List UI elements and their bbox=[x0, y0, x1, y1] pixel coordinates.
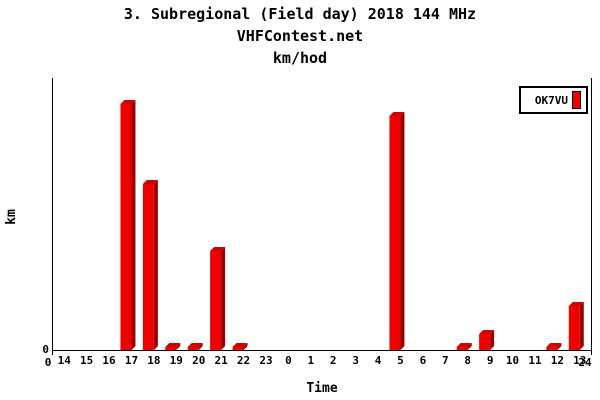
bar-hour-13 bbox=[568, 302, 584, 350]
legend-color-swatch bbox=[572, 91, 581, 109]
x-axis-title: Time bbox=[306, 381, 338, 396]
chart-title: 3. Subregional (Field day) 2018 144 MHz bbox=[123, 5, 477, 23]
bar-hour-18 bbox=[142, 180, 158, 350]
bar-hour-5 bbox=[389, 112, 405, 350]
x-tick-label-12: 12 bbox=[550, 354, 564, 367]
x-tick-label-14: 14 bbox=[57, 354, 71, 367]
bar-hour-8 bbox=[456, 343, 472, 350]
x-tick-label-19: 19 bbox=[169, 354, 183, 367]
x-tick-label-1: 1 bbox=[307, 354, 315, 367]
bar-hour-21 bbox=[210, 247, 226, 350]
x-tick-label-17: 17 bbox=[124, 354, 139, 367]
chart-subtitle-units: km/hod bbox=[272, 49, 328, 67]
x-tick-label-10: 10 bbox=[505, 354, 520, 367]
x-tick-label-18: 18 bbox=[147, 354, 161, 367]
x-axis-line bbox=[52, 350, 592, 351]
x-tick-label-2: 2 bbox=[329, 354, 337, 367]
x-tick-label-22: 22 bbox=[236, 354, 251, 367]
bar-hour-17 bbox=[120, 100, 136, 350]
x-tick-label-4: 4 bbox=[374, 354, 382, 367]
y-axis-line bbox=[52, 78, 53, 355]
bar-hour-12 bbox=[546, 343, 562, 350]
y-axis-zero-tick-label: 0 bbox=[42, 343, 49, 356]
bar-hour-22 bbox=[232, 343, 248, 350]
x-tick-label-6: 6 bbox=[419, 354, 427, 367]
x-tick-label-11: 11 bbox=[528, 354, 542, 367]
x-tick-label-13: 13 bbox=[573, 354, 587, 367]
x-tick-label-7: 7 bbox=[441, 354, 449, 367]
right-border-line bbox=[591, 78, 592, 355]
legend-box: OK7VU bbox=[519, 86, 588, 114]
x-tick-label-21: 21 bbox=[214, 354, 228, 367]
x-tick-label-20: 20 bbox=[192, 354, 206, 367]
bar-hour-19 bbox=[165, 343, 181, 350]
y-axis-title: km bbox=[4, 209, 19, 225]
x-tick-label-23: 23 bbox=[259, 354, 273, 367]
x-tick-label-3: 3 bbox=[352, 354, 359, 367]
bar-hour-20 bbox=[187, 343, 203, 350]
x-tick-label-0: 0 bbox=[285, 354, 292, 367]
x-axis-start-tick-label: 0 bbox=[44, 356, 52, 369]
x-tick-label-16: 16 bbox=[102, 354, 116, 367]
x-tick-label-5: 5 bbox=[397, 354, 404, 367]
x-tick-label-15: 15 bbox=[80, 354, 94, 367]
x-axis-end-tick-label: 24 bbox=[578, 356, 592, 369]
bar-hour-9 bbox=[479, 330, 495, 350]
legend-entry-label: OK7VU bbox=[534, 93, 568, 107]
chart-subtitle-site: VHFContest.net bbox=[236, 27, 364, 45]
x-tick-label-9: 9 bbox=[486, 354, 494, 367]
x-tick-label-8: 8 bbox=[464, 354, 472, 367]
